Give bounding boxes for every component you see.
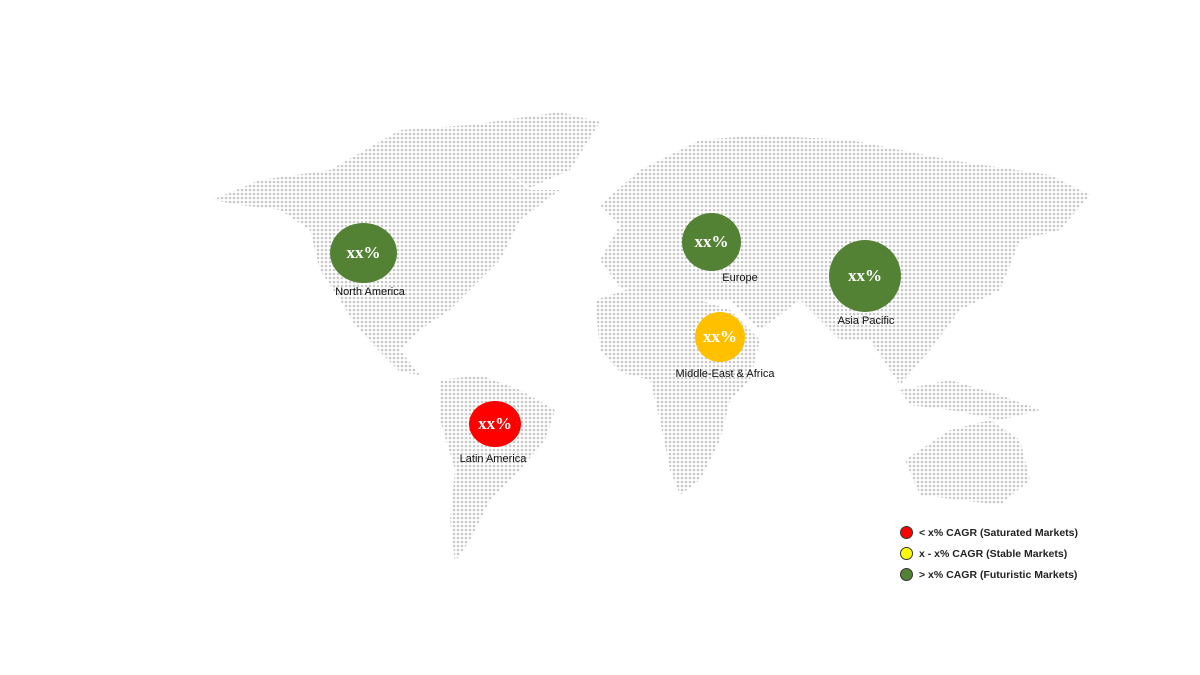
region-label-asia-pacific: Asia Pacific xyxy=(837,315,895,327)
australia-landmass xyxy=(905,420,1030,505)
region-value: xx% xyxy=(703,327,737,346)
south-america-landmass xyxy=(440,375,555,562)
region-label-middle-east-africa: Middle-East & Africa xyxy=(675,368,775,380)
region-label-north-america: North America xyxy=(335,286,405,298)
legend-swatch-yellow xyxy=(900,547,913,560)
region-bubble-north-america: xx% xyxy=(330,223,397,283)
legend-swatch-red xyxy=(900,526,913,539)
legend-item-futuristic: > x% CAGR (Futuristic Markets) xyxy=(900,564,1078,585)
region-bubble-latin-america: xx% xyxy=(469,401,521,447)
region-label-europe: Europe xyxy=(722,272,758,284)
legend-item-stable: x - x% CAGR (Stable Markets) xyxy=(900,543,1078,564)
region-value: xx% xyxy=(694,232,729,251)
legend-label: > x% CAGR (Futuristic Markets) xyxy=(919,568,1078,581)
region-bubble-middle-east-africa: xx% xyxy=(695,312,745,362)
region-label-latin-america: Latin America xyxy=(459,453,527,465)
region-bubble-europe: xx% xyxy=(682,213,741,271)
southeast-asia-islands xyxy=(900,380,1040,420)
region-bubble-asia-pacific: xx% xyxy=(829,240,901,312)
legend-item-saturated: < x% CAGR (Saturated Markets) xyxy=(900,522,1078,543)
region-value: xx% xyxy=(848,266,882,285)
region-value: xx% xyxy=(346,243,381,262)
legend-label: x - x% CAGR (Stable Markets) xyxy=(919,547,1068,560)
legend-swatch-green xyxy=(900,568,913,581)
region-value: xx% xyxy=(478,414,512,433)
legend-label: < x% CAGR (Saturated Markets) xyxy=(919,526,1079,539)
legend: < x% CAGR (Saturated Markets) x - x% CAG… xyxy=(900,522,1078,585)
greenland-landmass xyxy=(470,112,600,188)
